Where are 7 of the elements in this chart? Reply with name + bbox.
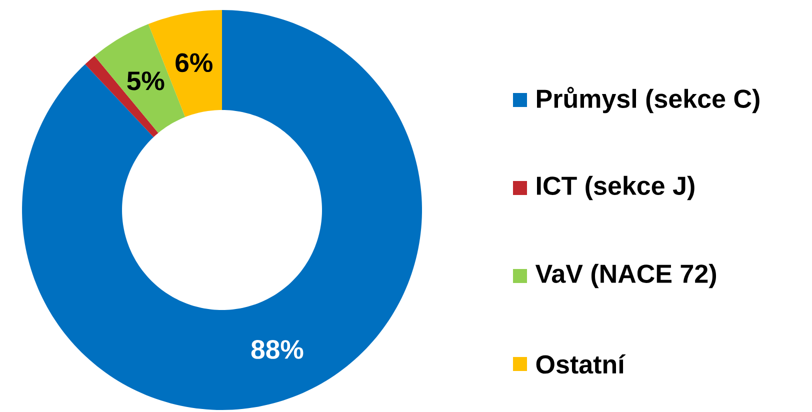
- legend-label: Průmysl (sekce C): [537, 86, 760, 114]
- data-label: 88%: [251, 340, 304, 359]
- data-label: 5%: [127, 71, 164, 90]
- legend-label: ICT (sekce J): [537, 176, 694, 200]
- legend-label: VaV (NACE 72): [535, 264, 716, 288]
- legend-label: Ostatní: [536, 354, 626, 374]
- data-label: 6%: [176, 53, 212, 72]
